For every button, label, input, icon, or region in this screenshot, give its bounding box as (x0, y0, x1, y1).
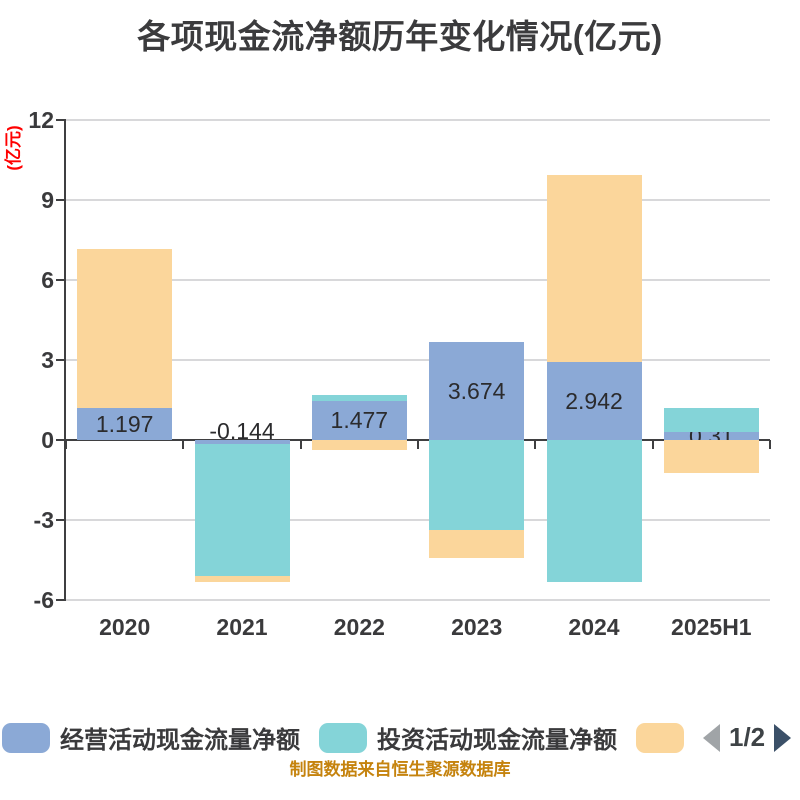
gridline (66, 199, 770, 201)
legend-page-indicator: 1/2 (729, 722, 766, 752)
data-label-2022: 1.477 (330, 407, 389, 434)
gridline (66, 519, 770, 521)
y-axis-tick-label: 6 (41, 267, 54, 293)
y-axis-tick-label: -6 (33, 587, 54, 613)
bar-operating-2023[interactable] (429, 342, 525, 440)
legend-next-arrow-icon[interactable] (774, 723, 792, 752)
legend-item-investing[interactable]: 投资活动现金流量净额 (319, 720, 617, 755)
bar-other-2024[interactable] (546, 175, 642, 362)
gridline (66, 599, 770, 601)
x-tick-mark (182, 440, 185, 449)
y-axis-tick-label: 0 (41, 427, 54, 453)
gridline (66, 279, 770, 281)
x-axis-label-2021: 2021 (216, 614, 268, 640)
legend-swatch-investing (319, 722, 367, 753)
x-tick-mark (651, 440, 654, 449)
bar-investing-2021[interactable] (194, 443, 290, 576)
y-axis-tick-label: -3 (33, 507, 54, 533)
x-tick-mark (417, 440, 419, 449)
bar-operating-2022[interactable] (311, 400, 407, 440)
x-tick-mark (534, 440, 537, 449)
chart-title: 各项现金流净额历年变化情况(亿元) (137, 18, 663, 55)
legend-swatch-other (636, 722, 684, 753)
y-tick-mark (56, 439, 66, 441)
x-tick-mark (299, 440, 302, 449)
data-label-2021: -0.144 (209, 418, 275, 444)
legend-swatch-operating (2, 722, 50, 753)
bar-other-2023[interactable] (429, 530, 525, 559)
y-tick-mark (56, 199, 66, 201)
y-tick-mark (56, 119, 66, 121)
x-axis-label-2020: 2020 (99, 614, 151, 640)
legend-item-other[interactable] (636, 722, 684, 753)
x-axis-label-2022: 2022 (333, 614, 385, 640)
x-axis-label-2023: 2023 (451, 614, 503, 640)
bar-operating-2021[interactable] (194, 440, 290, 444)
y-tick-mark (56, 279, 66, 281)
bar-other-2022[interactable] (311, 440, 407, 450)
legend-label-investing: 投资活动现金流量净额 (377, 727, 617, 754)
y-axis-tick-label: 12 (28, 107, 54, 133)
bar-other-2021[interactable] (194, 575, 290, 583)
bar-other-2025H1[interactable] (663, 440, 759, 474)
bar-investing-2022[interactable] (311, 394, 407, 401)
bar-investing-2024[interactable] (546, 440, 642, 582)
data-label-2020: 1.197 (95, 411, 154, 438)
bar-investing-2023[interactable] (429, 440, 525, 531)
legend: 经营活动现金流量净额 投资活动现金流量净额 1/2 (2, 720, 792, 755)
source-caption: 制图数据来自恒生聚源数据库 (289, 760, 511, 779)
x-tick-mark (769, 440, 771, 449)
x-axis-label-2024: 2024 (568, 614, 620, 640)
legend-item-operating[interactable]: 经营活动现金流量净额 (2, 720, 300, 755)
bar-other-2020[interactable] (77, 248, 173, 409)
bar-operating-2024[interactable] (546, 361, 642, 440)
legend-prev-arrow-icon[interactable] (703, 723, 720, 752)
x-axis-label-2025H1: 2025H1 (671, 614, 752, 640)
legend-label-operating: 经营活动现金流量净额 (60, 727, 300, 754)
data-label-2023: 3.674 (447, 378, 506, 404)
y-axis-tick-label: 3 (41, 347, 54, 373)
gridline (66, 119, 770, 121)
x-tick-mark (65, 440, 67, 449)
bar-operating-2020[interactable] (77, 408, 173, 440)
y-tick-mark (56, 599, 66, 601)
y-tick-mark (56, 359, 66, 361)
y-axis-tick-label: 9 (41, 187, 54, 213)
legend-pager: 1/2 (703, 722, 792, 753)
y-tick-mark (56, 519, 66, 521)
gridline (66, 359, 770, 361)
bar-investing-2025H1[interactable] (663, 408, 759, 432)
bar-operating-2025H1[interactable] (663, 431, 759, 440)
data-label-2024: 2.942 (565, 387, 623, 414)
